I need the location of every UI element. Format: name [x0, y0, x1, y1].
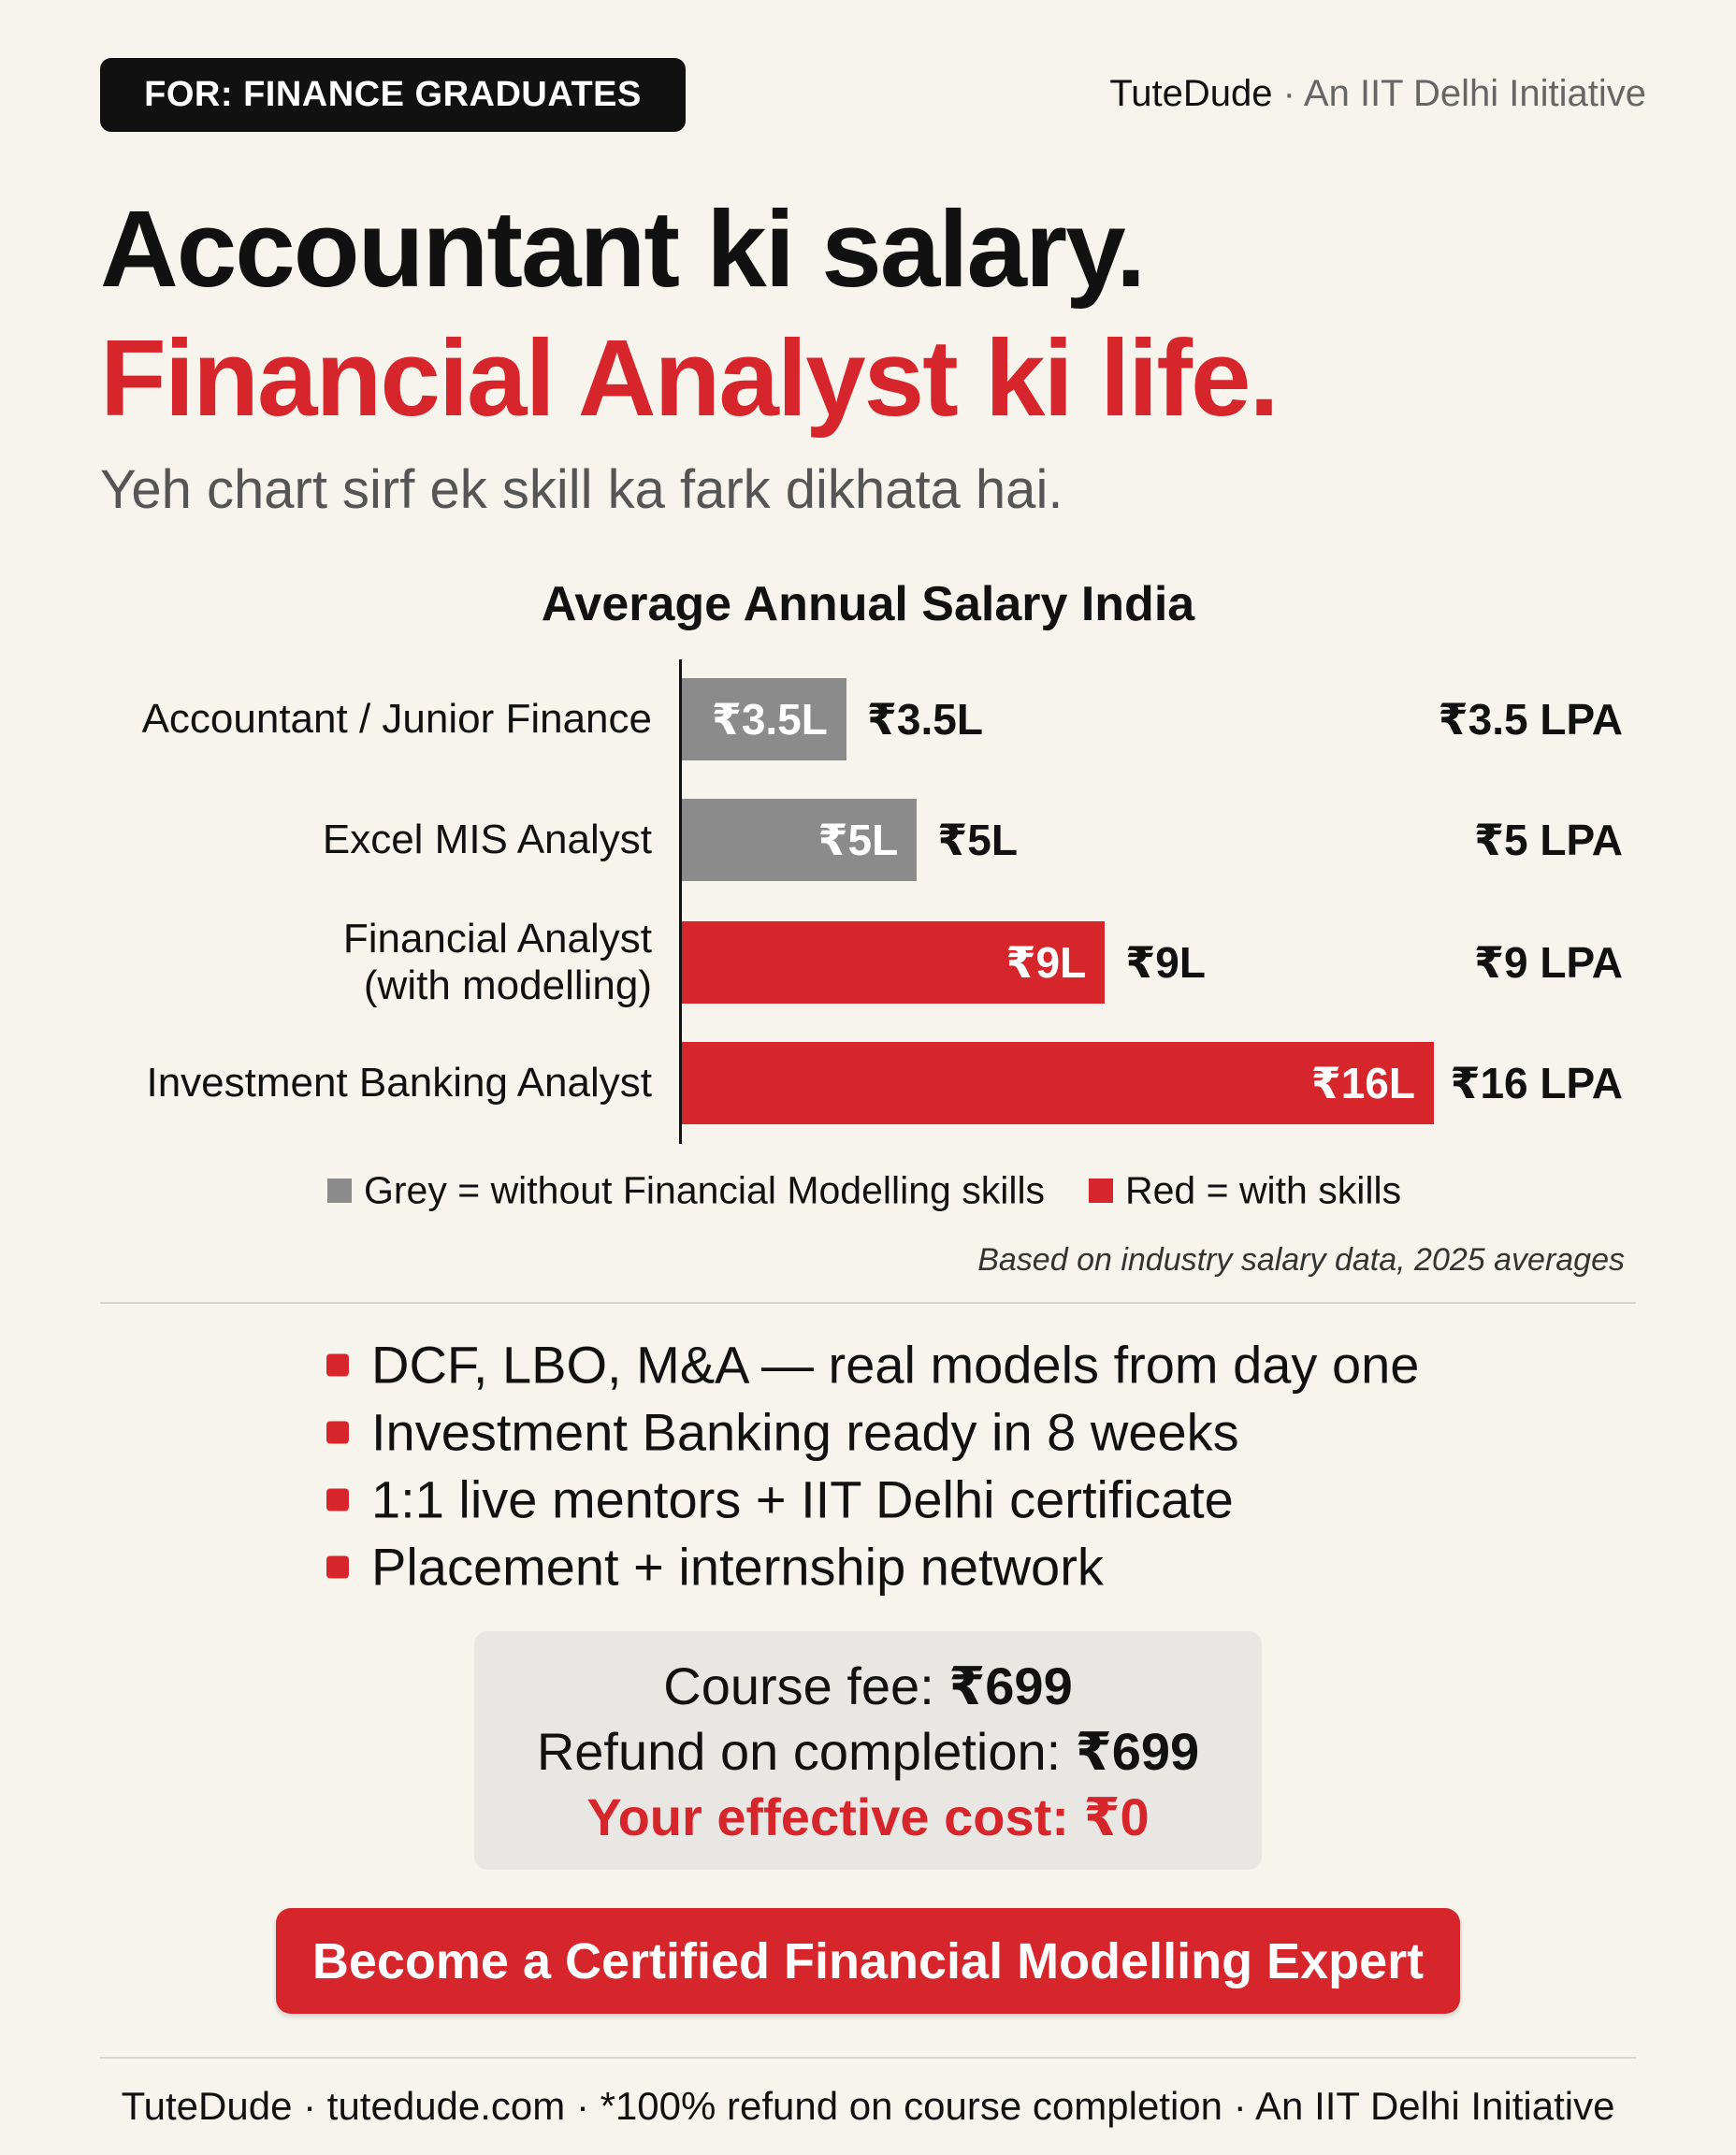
bullet-text: Placement + internship network — [371, 1537, 1104, 1597]
cta-text: Become a Certified Financial Modelling E… — [311, 1932, 1425, 1989]
legend-swatch — [327, 1179, 352, 1203]
footer: TuteDude · tutedude.com · *100% refund o… — [121, 2084, 1615, 2128]
bullet-item: Investment Banking ready in 8 weeks — [326, 1402, 1239, 1463]
bullet-text: DCF, LBO, M&A — real models from day one — [371, 1335, 1420, 1395]
fee-label: Course fee: — [663, 1656, 949, 1715]
bar — [682, 1042, 1434, 1124]
brand: TuteDude · An IIT Delhi Initiative — [1109, 73, 1646, 115]
lpa-label: ₹3.5 LPA — [1438, 695, 1623, 744]
bullet-marker — [326, 1353, 349, 1376]
brand-note: · An IIT Delhi Initiative — [1282, 73, 1646, 114]
refund-value: ₹699 — [1075, 1722, 1200, 1781]
fee-value: ₹699 — [948, 1656, 1073, 1715]
legend-label: Red = with skills — [1125, 1168, 1402, 1212]
effective-cost: Your effective cost: ₹0 — [586, 1787, 1150, 1846]
tag-text: FOR: FINANCE GRADUATES — [144, 75, 642, 114]
lpa-label: ₹16 LPA — [1450, 1059, 1623, 1107]
bar — [682, 799, 918, 881]
bar — [682, 921, 1106, 1004]
headline-accent: Financial Analyst ki life. — [100, 317, 1280, 439]
lpa-label: ₹9 LPA — [1474, 938, 1623, 987]
axis-line — [679, 659, 682, 1144]
bullet-text: 1:1 live mentors + IIT Delhi certificate — [371, 1469, 1234, 1529]
bullet-item: 1:1 live mentors + IIT Delhi certificate — [326, 1469, 1234, 1530]
bar-outside-label: ₹3.5L — [866, 695, 983, 744]
category-label: Accountant / Junior Finance — [141, 696, 652, 742]
category-label: Investment Banking Analyst — [146, 1060, 652, 1106]
bullet-marker — [326, 1555, 349, 1578]
bar-value-label: ₹3.5L — [711, 695, 828, 744]
divider — [100, 1302, 1636, 1304]
bullet-text: Investment Banking ready in 8 weeks — [371, 1402, 1239, 1462]
fee-line: Course fee: ₹699 — [474, 1654, 1262, 1719]
subtitle: Yeh chart sirf ek skill ka fark dikhata … — [100, 459, 1063, 520]
bar — [682, 678, 846, 760]
source-note: Based on industry salary data, 2025 aver… — [977, 1242, 1625, 1278]
bar-value-label: ₹16L — [1310, 1059, 1415, 1107]
refund-line: Refund on completion: ₹699 — [474, 1719, 1262, 1785]
bullet-marker — [326, 1488, 349, 1511]
refund-label: Refund on completion: — [536, 1722, 1076, 1781]
legend-swatch — [1089, 1179, 1113, 1203]
pricing-box: Course fee: ₹699 Refund on completion: ₹… — [474, 1631, 1262, 1870]
lpa-label: ₹5 LPA — [1474, 816, 1623, 864]
bullet-item: DCF, LBO, M&A — real models from day one — [326, 1335, 1419, 1396]
bar-outside-label: ₹5L — [937, 816, 1018, 864]
category-label: Excel MIS Analyst — [322, 817, 652, 862]
category-label: Financial Analyst (with modelling) — [342, 916, 652, 1008]
divider — [100, 2057, 1636, 2059]
audience-tag: FOR: FINANCE GRADUATES — [100, 58, 686, 132]
legend-label: Grey = without Financial Modelling skill… — [364, 1168, 1046, 1212]
chart-title: Average Annual Salary India — [541, 577, 1195, 631]
bar-value-label: ₹5L — [817, 816, 899, 864]
cta-button[interactable]: Become a Certified Financial Modelling E… — [276, 1908, 1460, 2014]
bar-outside-label: ₹9L — [1125, 938, 1206, 987]
brand-name: TuteDude — [1109, 73, 1273, 114]
headline: Accountant ki salary. — [100, 188, 1146, 310]
bullet-item: Placement + internship network — [326, 1537, 1104, 1598]
bar-value-label: ₹9L — [1005, 938, 1087, 987]
bullet-marker — [326, 1421, 349, 1443]
